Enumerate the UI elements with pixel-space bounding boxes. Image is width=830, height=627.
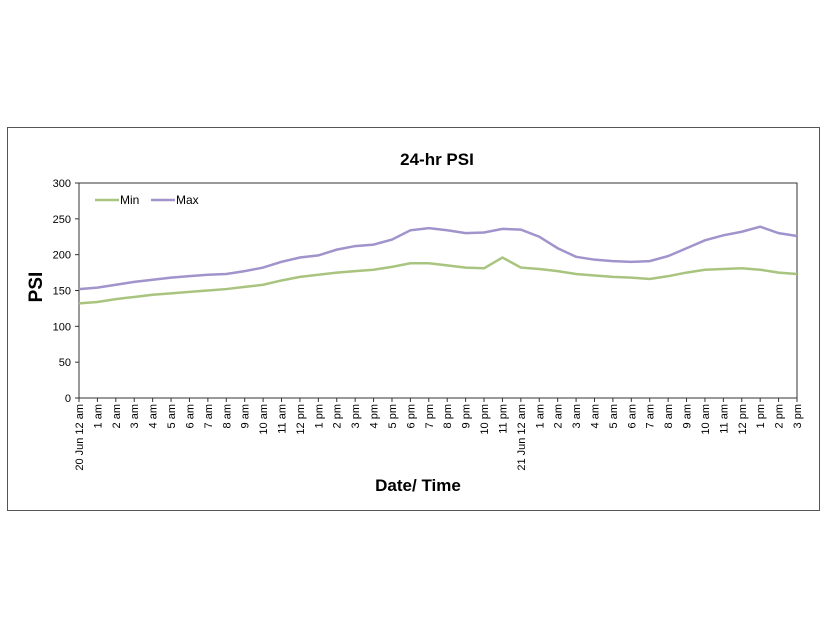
chart-title: 24-hr PSI [400, 150, 474, 169]
x-tick-label: 12 pm [295, 404, 307, 435]
x-tick-label: 5 pm [387, 404, 399, 428]
y-tick-label: 200 [53, 250, 71, 262]
y-tick-label: 150 [53, 286, 71, 298]
x-tick-label: 1 pm [313, 404, 325, 428]
y-tick-label: 100 [53, 321, 71, 333]
x-tick-label: 7 am [645, 404, 657, 428]
x-tick-label: 4 pm [369, 404, 381, 428]
x-tick-label: 3 pm [350, 404, 362, 428]
x-tick-label: 11 am [277, 404, 289, 434]
x-tick-label: 5 am [166, 404, 178, 428]
x-axis-title: Date/ Time [375, 476, 461, 495]
y-tick-label: 50 [59, 357, 71, 369]
legend-label: Min [120, 193, 139, 207]
series-line [78, 256, 798, 305]
x-tick-label: 2 am [111, 404, 123, 428]
x-tick-label: 1 am [534, 404, 546, 428]
x-tick-label: 1 pm [755, 404, 767, 428]
y-tick-label: 300 [53, 178, 71, 190]
x-tick-label: 8 am [663, 404, 675, 428]
y-axis-title: PSI [26, 272, 47, 303]
x-tick-label: 2 am [553, 404, 565, 428]
x-tick-label: 9 am [240, 404, 252, 428]
x-tick-label: 10 am [700, 404, 712, 435]
frame [7, 127, 820, 511]
x-tick-label: 12 pm [737, 404, 749, 435]
series-line [78, 225, 798, 291]
x-tick-label: 7 am [203, 404, 215, 428]
x-tick-label: 9 am [682, 404, 694, 428]
x-tick-label: 20 Jun 12 am [74, 404, 86, 471]
x-tick-label: 4 am [148, 404, 160, 428]
x-tick-label: 8 pm [442, 404, 454, 428]
x-tick-label: 21 Jun 12 am [516, 404, 528, 471]
x-tick-label: 11 pm [497, 404, 509, 434]
x-tick-label: 3 am [129, 404, 141, 428]
x-tick-label: 4 am [589, 404, 601, 428]
x-tick-label: 7 pm [424, 404, 436, 428]
x-tick-label: 5 am [608, 404, 620, 428]
legend-label: Max [176, 193, 199, 207]
x-tick-label: 10 pm [479, 404, 491, 435]
x-tick-label: 10 am [258, 404, 270, 435]
x-tick-label: 8 am [221, 404, 233, 428]
x-tick-label: 6 am [626, 404, 638, 428]
y-tick-label: 250 [53, 214, 71, 226]
plot-area [78, 182, 798, 399]
x-tick-label: 1 am [92, 404, 104, 428]
x-tick-label: 3 am [571, 404, 583, 428]
y-tick-label: 0 [65, 393, 71, 405]
x-tick-label: 6 pm [405, 404, 417, 428]
x-tick-label: 6 am [184, 404, 196, 428]
x-tick-label: 9 pm [461, 404, 473, 428]
x-tick-label: 2 pm [774, 404, 786, 428]
x-tick-label: 3 pm [792, 404, 804, 428]
x-tick-label: 11 am [718, 404, 730, 434]
x-tick-label: 2 pm [332, 404, 344, 428]
